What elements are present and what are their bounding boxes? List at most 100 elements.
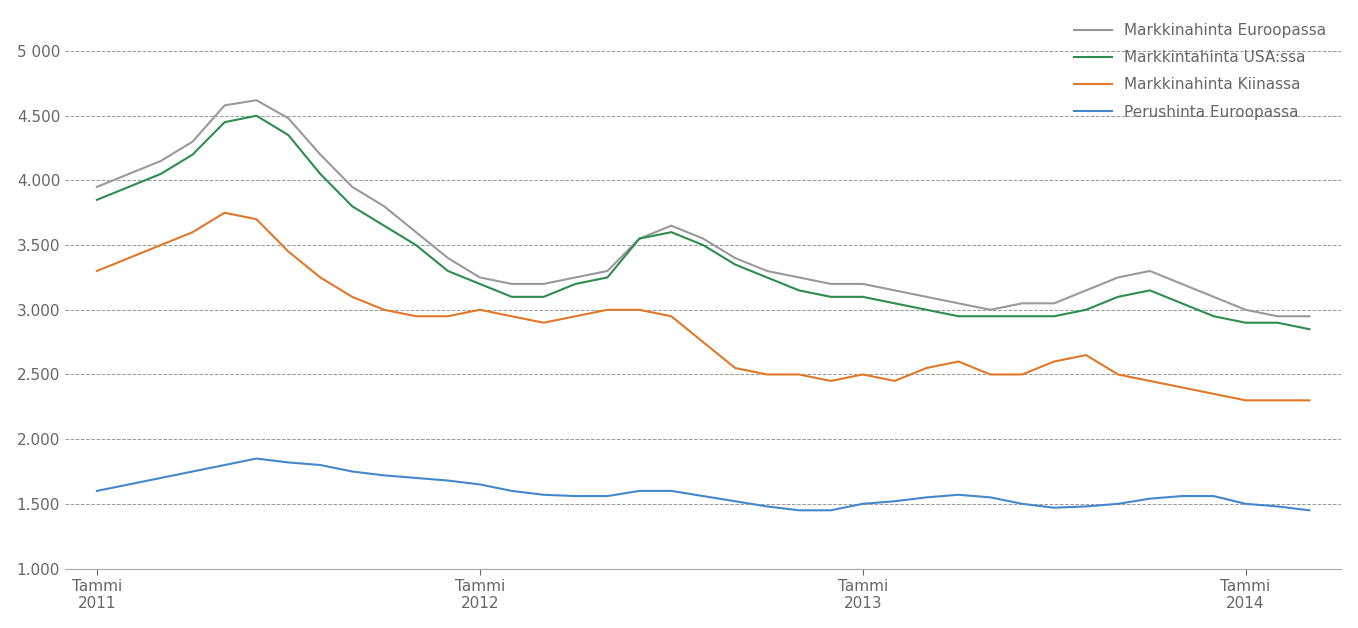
Perushinta Euroopassa — [918, 494, 934, 501]
Markkinahinta Euroopassa — [951, 300, 967, 307]
Perushinta Euroopassa — [854, 500, 870, 507]
Markkinahinta Euroopassa — [504, 280, 520, 288]
Markkinahinta Euroopassa — [1301, 313, 1317, 320]
Markkinahinta Euroopassa — [1237, 306, 1253, 313]
Markkinahinta Kiinassa — [1301, 396, 1317, 404]
Markkinahinta Kiinassa — [376, 306, 392, 313]
Perushinta Euroopassa — [1237, 500, 1253, 507]
Markkinahinta Euroopassa — [663, 222, 679, 229]
Markkintahinta USA:ssa — [918, 306, 934, 313]
Perushinta Euroopassa — [376, 472, 392, 479]
Perushinta Euroopassa — [727, 497, 743, 505]
Markkintahinta USA:ssa — [344, 202, 360, 210]
Markkintahinta USA:ssa — [1237, 319, 1253, 327]
Markkinahinta Euroopassa — [727, 254, 743, 262]
Markkintahinta USA:ssa — [440, 267, 456, 274]
Perushinta Euroopassa — [1109, 500, 1126, 507]
Markkinahinta Euroopassa — [535, 280, 551, 288]
Markkintahinta USA:ssa — [854, 293, 870, 301]
Markkintahinta USA:ssa — [695, 241, 712, 249]
Markkinahinta Kiinassa — [471, 306, 488, 313]
Perushinta Euroopassa — [790, 507, 807, 514]
Markkinahinta Kiinassa — [1109, 371, 1126, 378]
Markkintahinta USA:ssa — [1014, 313, 1031, 320]
Line: Perushinta Euroopassa: Perushinta Euroopassa — [96, 458, 1309, 511]
Perushinta Euroopassa — [1142, 495, 1158, 502]
Markkinahinta Kiinassa — [504, 313, 520, 320]
Markkintahinta USA:ssa — [280, 131, 296, 139]
Perushinta Euroopassa — [185, 468, 201, 475]
Markkinahinta Euroopassa — [568, 274, 584, 281]
Markkinahinta Euroopassa — [185, 138, 201, 145]
Markkinahinta Euroopassa — [1206, 293, 1222, 301]
Perushinta Euroopassa — [407, 474, 424, 482]
Markkintahinta USA:ssa — [376, 222, 392, 229]
Markkinahinta Kiinassa — [1078, 351, 1095, 359]
Markkinahinta Euroopassa — [759, 267, 775, 274]
Perushinta Euroopassa — [1173, 492, 1190, 500]
Markkinahinta Kiinassa — [823, 377, 839, 385]
Markkintahinta USA:ssa — [887, 300, 903, 307]
Markkinahinta Euroopassa — [695, 235, 712, 242]
Markkinahinta Euroopassa — [216, 102, 232, 109]
Line: Markkinahinta Kiinassa: Markkinahinta Kiinassa — [96, 213, 1309, 400]
Perushinta Euroopassa — [823, 507, 839, 514]
Markkinahinta Kiinassa — [407, 313, 424, 320]
Markkintahinta USA:ssa — [982, 313, 998, 320]
Perushinta Euroopassa — [887, 497, 903, 505]
Perushinta Euroopassa — [535, 491, 551, 499]
Markkintahinta USA:ssa — [951, 313, 967, 320]
Markkintahinta USA:ssa — [1078, 306, 1095, 313]
Markkinahinta Kiinassa — [1046, 358, 1062, 365]
Perushinta Euroopassa — [982, 494, 998, 501]
Markkinahinta Euroopassa — [1046, 300, 1062, 307]
Markkinahinta Euroopassa — [1078, 286, 1095, 294]
Markkinahinta Euroopassa — [376, 202, 392, 210]
Markkintahinta USA:ssa — [121, 183, 137, 191]
Markkinahinta Kiinassa — [568, 313, 584, 320]
Perushinta Euroopassa — [1301, 507, 1317, 514]
Perushinta Euroopassa — [1078, 502, 1095, 510]
Markkinahinta Euroopassa — [249, 97, 265, 104]
Markkintahinta USA:ssa — [663, 229, 679, 236]
Markkinahinta Kiinassa — [88, 267, 105, 274]
Perushinta Euroopassa — [152, 474, 168, 482]
Markkinahinta Kiinassa — [663, 313, 679, 320]
Markkintahinta USA:ssa — [1206, 313, 1222, 320]
Markkinahinta Euroopassa — [599, 267, 615, 274]
Markkinahinta Kiinassa — [1142, 377, 1158, 385]
Markkintahinta USA:ssa — [1142, 286, 1158, 294]
Markkinahinta Kiinassa — [759, 371, 775, 378]
Markkinahinta Euroopassa — [1173, 280, 1190, 288]
Markkinahinta Kiinassa — [918, 364, 934, 372]
Markkinahinta Euroopassa — [854, 280, 870, 288]
Markkintahinta USA:ssa — [599, 274, 615, 281]
Markkintahinta USA:ssa — [535, 293, 551, 301]
Markkintahinta USA:ssa — [727, 261, 743, 268]
Markkintahinta USA:ssa — [407, 241, 424, 249]
Markkinahinta Euroopassa — [312, 151, 329, 158]
Perushinta Euroopassa — [759, 502, 775, 510]
Markkinahinta Euroopassa — [1270, 313, 1286, 320]
Perushinta Euroopassa — [1270, 502, 1286, 510]
Perushinta Euroopassa — [440, 477, 456, 484]
Markkinahinta Kiinassa — [440, 313, 456, 320]
Markkintahinta USA:ssa — [1270, 319, 1286, 327]
Markkinahinta Euroopassa — [121, 170, 137, 178]
Perushinta Euroopassa — [1206, 492, 1222, 500]
Perushinta Euroopassa — [344, 468, 360, 475]
Perushinta Euroopassa — [599, 492, 615, 500]
Markkinahinta Euroopassa — [88, 183, 105, 191]
Markkinahinta Kiinassa — [695, 338, 712, 346]
Markkinahinta Euroopassa — [280, 114, 296, 122]
Markkinahinta Euroopassa — [1109, 274, 1126, 281]
Markkinahinta Kiinassa — [727, 364, 743, 372]
Legend: Markkinahinta Euroopassa, Markkintahinta USA:ssa, Markkinahinta Kiinassa, Perush: Markkinahinta Euroopassa, Markkintahinta… — [1066, 15, 1334, 127]
Perushinta Euroopassa — [471, 480, 488, 488]
Perushinta Euroopassa — [568, 492, 584, 500]
Markkinahinta Kiinassa — [216, 209, 232, 217]
Markkinahinta Euroopassa — [152, 157, 168, 165]
Markkinahinta Kiinassa — [121, 254, 137, 262]
Perushinta Euroopassa — [1046, 504, 1062, 511]
Markkintahinta USA:ssa — [185, 151, 201, 158]
